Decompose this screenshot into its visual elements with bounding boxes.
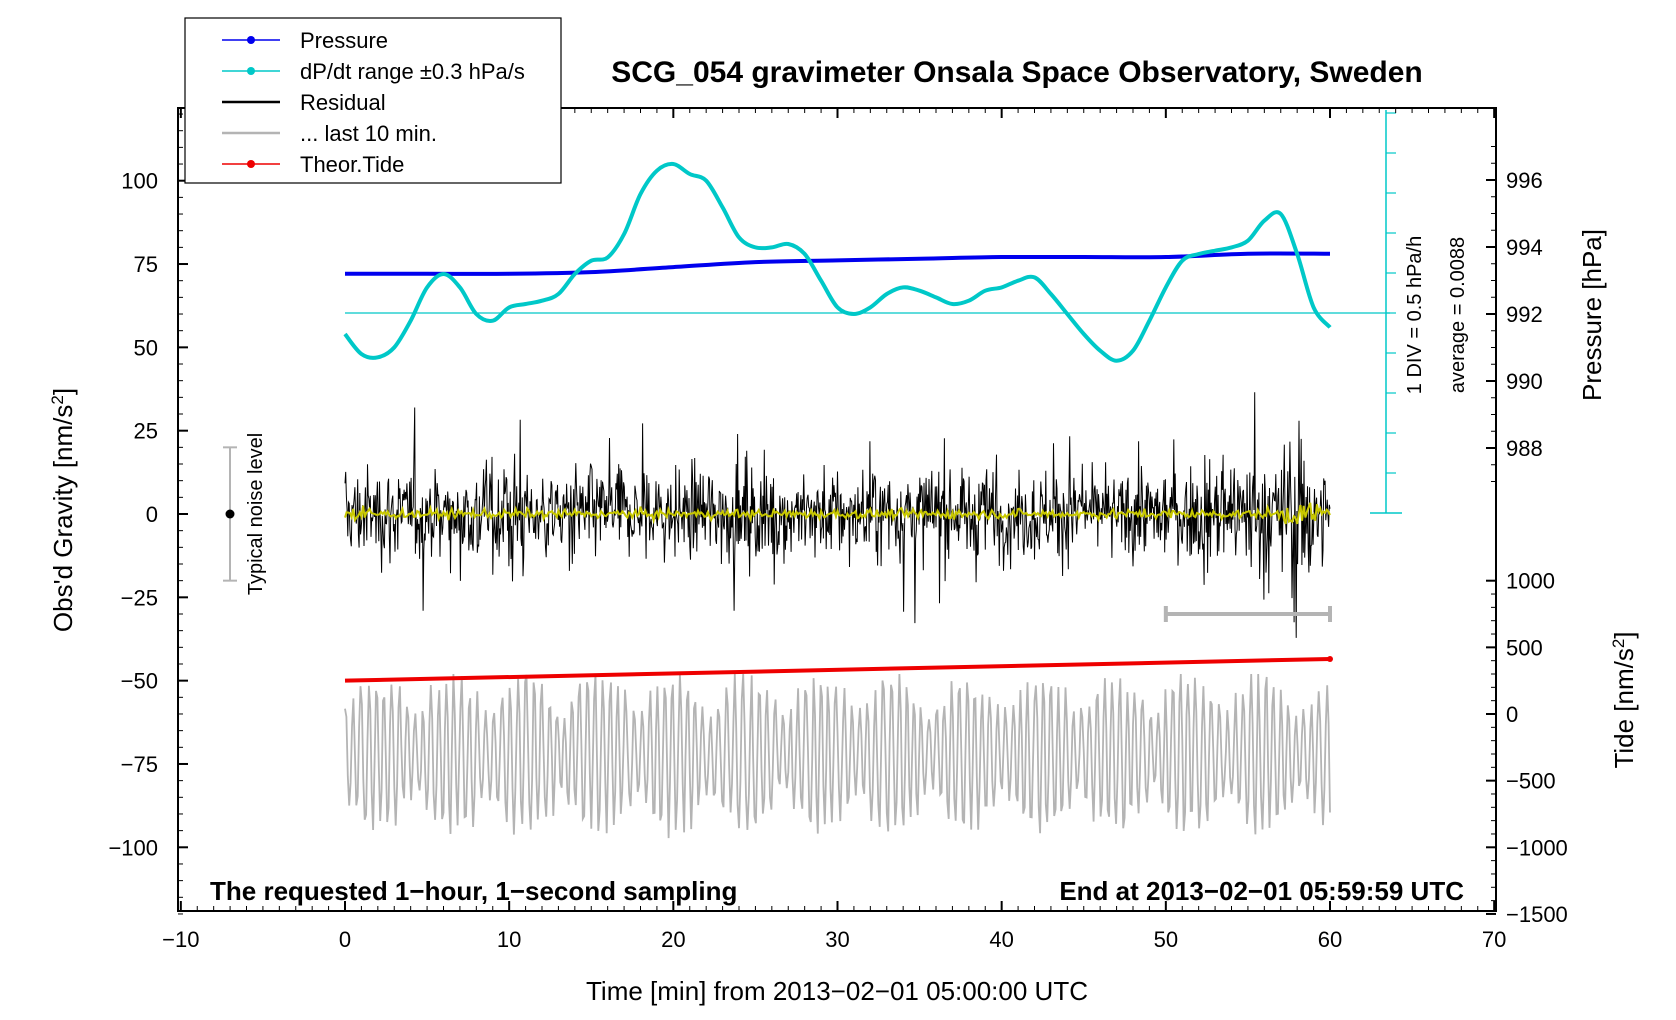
dpdt-reference-axis xyxy=(345,110,1402,514)
x-tick-label: 10 xyxy=(497,927,521,952)
x-tick-label: 20 xyxy=(661,927,685,952)
legend-marker-theor-tide xyxy=(247,160,255,168)
noise-level-indicator xyxy=(223,446,237,582)
residual-line xyxy=(344,392,1331,638)
legend-item-residual: Residual xyxy=(222,90,386,115)
pressure-tick-label: 994 xyxy=(1506,235,1543,260)
legend-marker-pressure xyxy=(247,36,255,44)
left-axis-label: Obs'd Gravity [nm/s2] xyxy=(48,388,79,632)
tide-axis-label: Tide [nm/s2] xyxy=(1609,631,1640,768)
svg-text:... last 10 min.: ... last 10 min. xyxy=(300,121,437,146)
x-tick-label: 40 xyxy=(989,927,1013,952)
last-10-min-series xyxy=(344,673,1331,839)
legend-item-dpdt: dP/dt range ±0.3 hPa/s xyxy=(222,59,525,84)
left-tick-label: −25 xyxy=(121,585,158,610)
pressure-tick-label: 996 xyxy=(1506,168,1543,193)
tide-axis-ticks: 1000 500 0 −500 −1000 −1500 xyxy=(1486,569,1568,927)
scale-bar xyxy=(1163,605,1333,662)
legend: Pressure dP/dt range ±0.3 hPa/s Residual… xyxy=(184,17,562,184)
x-tick-label: 30 xyxy=(825,927,849,952)
left-tick-label: 75 xyxy=(134,252,158,277)
legend-marker-dpdt xyxy=(247,67,255,75)
left-tick-label: −50 xyxy=(121,669,158,694)
legend-item-pressure: Pressure xyxy=(222,28,388,53)
tide-tick-label: −1500 xyxy=(1506,902,1568,927)
filtered-residual-line xyxy=(344,502,1331,525)
x-axis-ticks: −10 0 10 20 30 40 50 60 70 xyxy=(162,108,1506,952)
pressure-axis-ticks: 996 994 992 990 988 xyxy=(1486,146,1543,482)
legend-item-last-10-min: ... last 10 min. xyxy=(222,121,437,146)
pressure-line xyxy=(345,251,1331,276)
tide-tick-label: 500 xyxy=(1506,635,1543,660)
chart-title: SCG_054 gravimeter Onsala Space Observat… xyxy=(611,56,1423,89)
tide-tick-label: −1000 xyxy=(1506,835,1568,860)
pressure-rate-average-label: average = 0.0088 xyxy=(1447,237,1469,393)
x-axis-label: Time [min] from 2013−02−01 05:00:00 UTC xyxy=(586,976,1088,1006)
x-tick-label: 50 xyxy=(1154,927,1178,952)
tide-tick-label: 1000 xyxy=(1506,569,1555,594)
tide-end-marker xyxy=(1327,655,1333,662)
bottom-right-note: End at 2013−02−01 05:59:59 UTC xyxy=(1059,876,1464,906)
left-tick-label: 50 xyxy=(134,335,158,360)
pressure-axis-label: Pressure [hPa] xyxy=(1577,229,1607,401)
bottom-left-note: The requested 1−hour, 1−second sampling xyxy=(210,876,737,906)
x-tick-label: −10 xyxy=(162,927,199,952)
noise-center-dot xyxy=(225,509,235,519)
pressure-tick-label: 990 xyxy=(1506,369,1543,394)
pressure-rate-scale-label: 1 DIV = 0.5 hPa/h xyxy=(1404,236,1426,394)
legend-box xyxy=(184,17,562,184)
tide-tick-label: 0 xyxy=(1506,702,1518,727)
x-tick-label: 0 xyxy=(339,927,351,952)
dpdt-line xyxy=(343,161,1332,363)
x-tick-label: 70 xyxy=(1482,927,1506,952)
tide-tick-label: −500 xyxy=(1506,769,1556,794)
last-10-min-line xyxy=(344,673,1331,839)
x-tick-label: 60 xyxy=(1318,927,1342,952)
legend-item-theor-tide: Theor.Tide xyxy=(222,152,404,177)
left-tick-label: −75 xyxy=(121,752,158,777)
left-tick-label: 100 xyxy=(121,169,158,194)
residual-series xyxy=(344,392,1331,638)
pressure-tick-label: 988 xyxy=(1506,436,1543,461)
tide-line xyxy=(344,656,1331,683)
svg-text:dP/dt range ±0.3 hPa/s: dP/dt range ±0.3 hPa/s xyxy=(300,59,525,84)
left-tick-label: 25 xyxy=(134,419,158,444)
svg-text:Residual: Residual xyxy=(300,90,386,115)
pressure-tick-label: 992 xyxy=(1506,302,1543,327)
left-axis-ticks: 100 75 50 25 0 −25 −50 −75 −100 xyxy=(108,113,188,915)
svg-text:Theor.Tide: Theor.Tide xyxy=(300,152,404,177)
left-tick-label: 0 xyxy=(146,502,158,527)
svg-text:Pressure: Pressure xyxy=(300,28,388,53)
noise-level-label: Typical noise level xyxy=(245,433,267,595)
left-tick-label: −100 xyxy=(108,835,158,860)
